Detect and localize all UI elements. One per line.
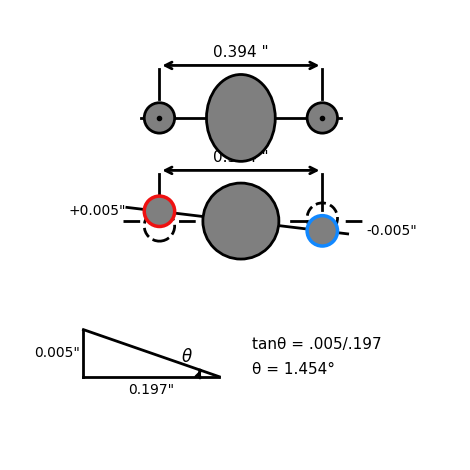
- Text: θ = 1.454°: θ = 1.454°: [252, 362, 335, 377]
- Text: 0.005": 0.005": [34, 346, 80, 360]
- Circle shape: [307, 216, 337, 246]
- Circle shape: [144, 103, 175, 133]
- Text: 0.394 ": 0.394 ": [213, 45, 269, 60]
- Text: θ: θ: [181, 348, 192, 366]
- Text: 0.197": 0.197": [128, 383, 174, 397]
- Circle shape: [307, 103, 337, 133]
- Text: +0.005": +0.005": [69, 204, 126, 218]
- Text: 0.394 ": 0.394 ": [213, 150, 269, 165]
- Ellipse shape: [206, 74, 275, 161]
- Text: -0.005": -0.005": [367, 224, 417, 238]
- Circle shape: [203, 183, 279, 259]
- Circle shape: [144, 196, 175, 227]
- Text: tanθ = .005/.197: tanθ = .005/.197: [252, 337, 381, 352]
